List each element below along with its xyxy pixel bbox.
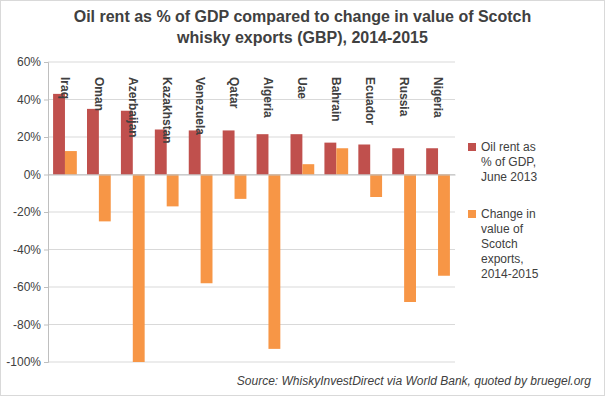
- x-tick: Nigeria: [431, 77, 445, 175]
- grid-line: [48, 287, 455, 288]
- x-tick: Oman: [92, 77, 106, 175]
- y-tick-mark: [44, 62, 48, 63]
- x-tick: Kazakhstan: [160, 77, 174, 175]
- bar: [324, 143, 336, 175]
- x-tick-label: Kazakhstan: [160, 77, 174, 144]
- x-axis-line: [49, 175, 456, 176]
- y-tick-label: -40%: [13, 243, 41, 257]
- bar: [167, 175, 179, 207]
- y-tick-label: 60%: [17, 55, 41, 69]
- legend-swatch: [468, 210, 476, 218]
- x-tick: Russia: [397, 77, 411, 175]
- bar: [302, 164, 314, 174]
- bar: [257, 134, 269, 174]
- bar: [426, 148, 438, 174]
- y-tick: -40%: [13, 243, 48, 257]
- x-tick: Iraq: [58, 77, 72, 175]
- y-tick-mark: [44, 362, 48, 363]
- x-tick: Venezuela: [193, 77, 207, 175]
- y-tick: -20%: [13, 205, 48, 219]
- bar: [53, 94, 65, 175]
- y-tick-label: -80%: [13, 318, 41, 332]
- grid-line: [48, 324, 455, 325]
- chart: Oil rent as % of GDP compared to change …: [0, 0, 605, 396]
- y-tick: 20%: [17, 130, 48, 144]
- y-tick: 60%: [17, 55, 48, 69]
- x-tick: Ecuador: [363, 77, 377, 175]
- y-tick-label: 0%: [24, 168, 42, 182]
- legend-entry: Oil rent as% of GDP,June 2013: [468, 140, 537, 184]
- y-tick-mark: [44, 325, 48, 326]
- x-tick-label: Ecuador: [363, 77, 377, 125]
- y-tick-mark: [44, 287, 48, 288]
- x-tick: Uae: [295, 77, 309, 175]
- y-tick: 40%: [17, 93, 48, 107]
- y-tick-label: 40%: [17, 93, 41, 107]
- x-tick: Azerbaijan: [126, 77, 140, 175]
- bar: [268, 175, 280, 349]
- x-tick-label: Iraq: [58, 77, 72, 99]
- bar: [133, 175, 145, 363]
- y-tick: -100%: [6, 355, 48, 369]
- x-tick: Algeria: [261, 77, 275, 175]
- bar: [99, 175, 111, 222]
- x-tick-label: Nigeria: [431, 77, 445, 118]
- y-tick-mark: [44, 100, 48, 101]
- x-tick-label: Russia: [397, 77, 411, 117]
- y-tick: 0%: [24, 168, 48, 182]
- y-tick-mark: [44, 137, 48, 138]
- grid-line: [48, 249, 455, 250]
- y-tick-label: -100%: [6, 355, 41, 369]
- bar: [336, 148, 348, 174]
- bar: [223, 130, 235, 174]
- x-tick-label: Qatar: [227, 77, 241, 109]
- series: [53, 94, 438, 175]
- y-tick: -60%: [13, 280, 48, 294]
- y-tick-mark: [44, 175, 48, 176]
- bars: [53, 94, 450, 362]
- x-axis: Iraq Oman Azerbaijan Kazakhstan Venezuela Qat…: [49, 77, 456, 175]
- bar: [392, 148, 404, 174]
- bar: [438, 175, 450, 276]
- x-tick-label: Oman: [92, 77, 106, 111]
- legend-swatch: [468, 143, 476, 151]
- x-tick: Bahrain: [329, 77, 343, 175]
- bar: [201, 175, 213, 284]
- y-tick-label: 20%: [17, 130, 41, 144]
- bar: [404, 175, 416, 303]
- x-tick-label: Bahrain: [329, 77, 343, 122]
- grid-line: [48, 137, 455, 138]
- title: Oil rent as % of GDP compared to change …: [74, 8, 532, 46]
- bar: [358, 145, 370, 175]
- x-tick-label: Azerbaijan: [126, 77, 140, 138]
- y-tick-label: -20%: [13, 205, 41, 219]
- bar: [65, 151, 77, 174]
- y-tick-mark: [44, 212, 48, 213]
- legend: Oil rent as% of GDP,June 2013 Change inva…: [468, 140, 539, 281]
- series: [65, 148, 450, 362]
- y-tick-label: -60%: [13, 280, 41, 294]
- x-tick-label: Uae: [295, 77, 309, 99]
- bar: [291, 134, 303, 174]
- legend-entry: Change invalue ofScotchexports,2014-2015: [468, 207, 539, 281]
- y-axis-line: [44, 63, 49, 363]
- bar: [235, 175, 247, 199]
- grid: [48, 62, 455, 362]
- legend-label: Change invalue ofScotchexports,2014-2015: [481, 207, 539, 281]
- bar: [87, 109, 99, 175]
- legend-label: Oil rent as% of GDP,June 2013: [481, 140, 537, 184]
- y-tick-mark: [44, 250, 48, 251]
- x-tick: Qatar: [227, 77, 241, 175]
- y-tick: -80%: [13, 318, 48, 332]
- grid-line: [48, 62, 455, 63]
- x-tick-label: Algeria: [261, 77, 275, 118]
- grid-line: [48, 362, 455, 363]
- x-tick-label: Venezuela: [193, 77, 207, 135]
- source-note: Source: WhiskyInvestDirect via World Ban…: [237, 374, 591, 388]
- grid-line: [48, 99, 455, 100]
- bar: [189, 130, 201, 174]
- bar: [370, 175, 382, 198]
- chart-frame: [1, 1, 605, 396]
- y-axis: -100% -80% -60% -40% -20% 0% 20% 40% 60%: [6, 55, 48, 369]
